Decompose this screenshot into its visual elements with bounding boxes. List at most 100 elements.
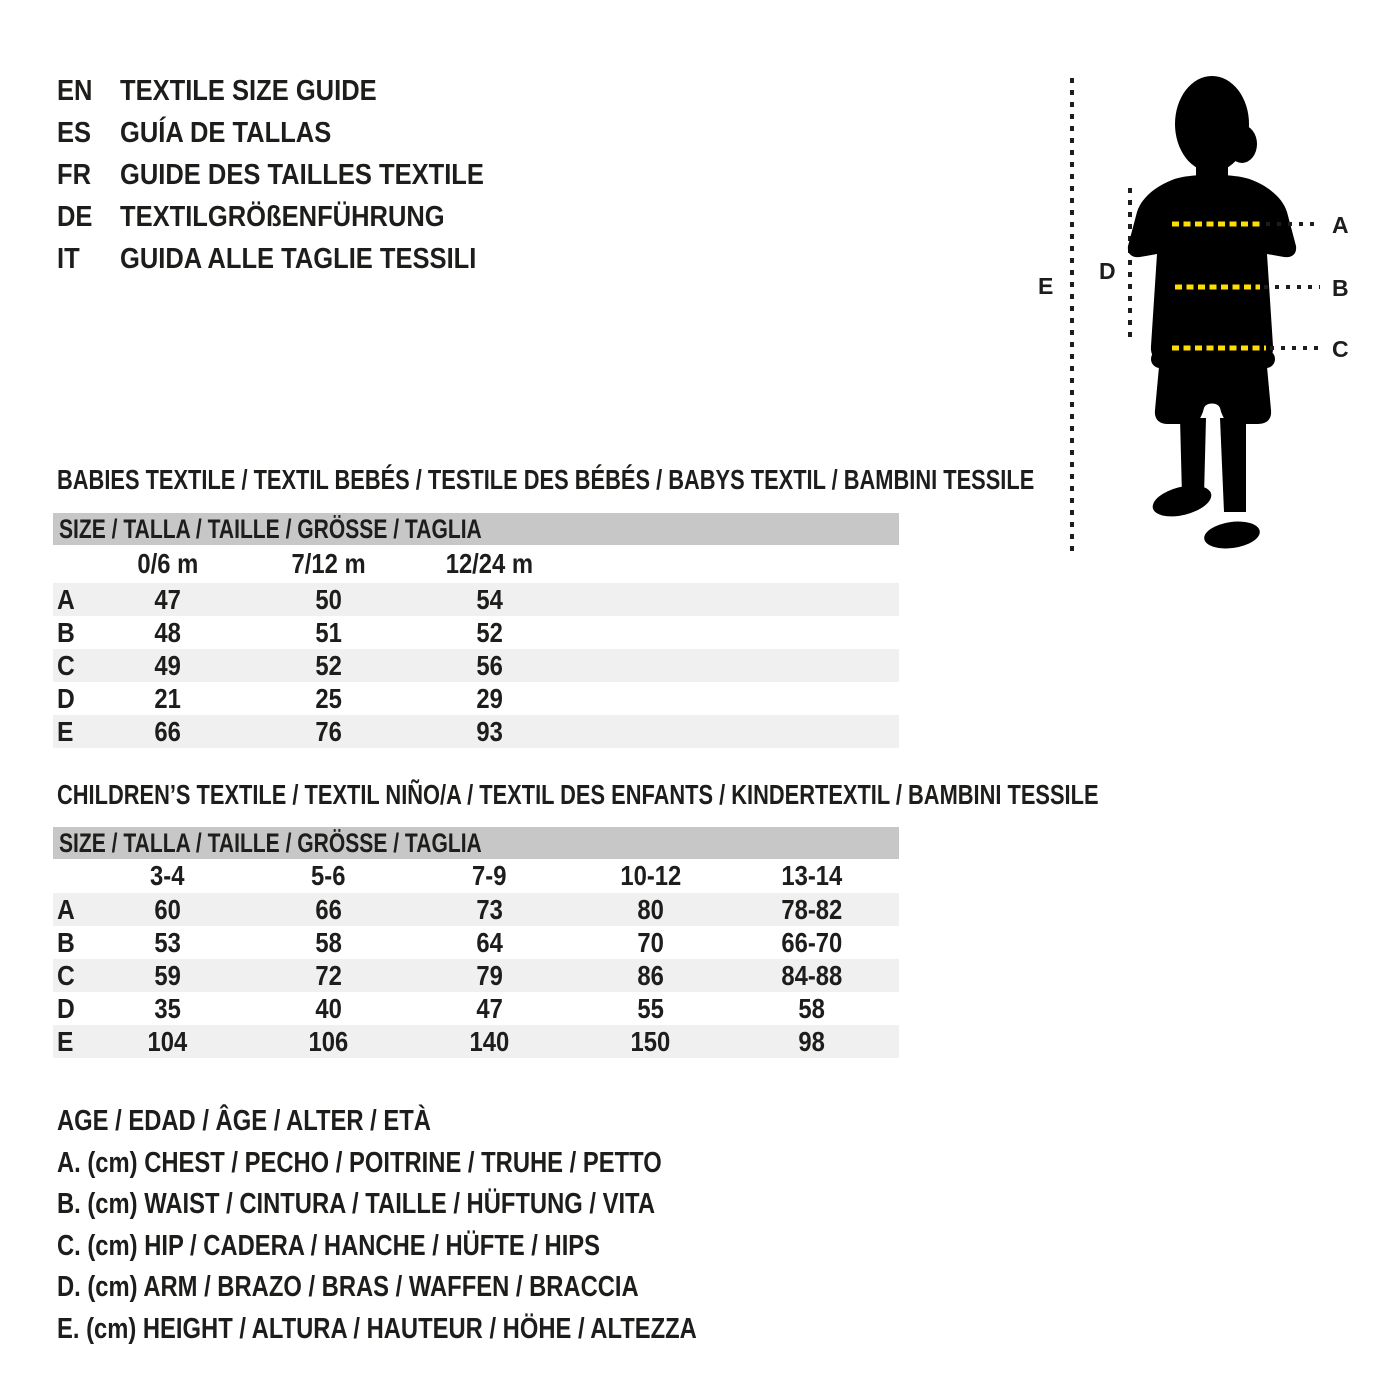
babies-column-header-row: 0/6 m 7/12 m 12/24 m [53,545,899,583]
language-code: FR [57,159,92,191]
table-cell: 66-70 [781,926,842,958]
table-cell: 47 [154,583,181,615]
figure-label-e: E [1038,273,1053,299]
language-row: IT GUIDA ALLE TAGLIE TESSILI [57,238,534,280]
language-row: EN TEXTILE SIZE GUIDE [57,70,534,112]
table-row: E 104 106 140 150 98 [53,1025,899,1058]
children-size-header-text: SIZE / TALLA / TAILLE / GRÖSSE / TAGLIA [59,827,482,858]
figure-label-d: D [1099,258,1116,284]
row-label: C [57,959,75,991]
language-title-list: EN TEXTILE SIZE GUIDE ES GUÍA DE TALLAS … [57,70,534,280]
language-code: IT [57,243,80,275]
children-section-heading: CHILDREN’S TEXTILE / TEXTIL NIÑO/A / TEX… [57,781,1392,809]
table-cell: 50 [315,583,342,615]
table-cell: 48 [154,616,181,648]
babies-size-header-text: SIZE / TALLA / TAILLE / GRÖSSE / TAGLIA [59,513,482,544]
language-title: GUIDE DES TAILLES TEXTILE [120,159,484,191]
measurement-legend: AGE / EDAD / ÂGE / ALTER / ETÀ A. (cm) C… [57,1101,837,1351]
row-label: D [57,682,75,714]
table-row: B 48 51 52 [53,616,899,649]
babies-size-header-bar: SIZE / TALLA / TAILLE / GRÖSSE / TAGLIA [53,513,899,545]
table-cell: 98 [798,1025,825,1057]
table-cell: 49 [154,649,181,681]
table-cell: 73 [476,893,503,925]
children-table-rows: A 60 66 73 80 78-82 B 53 58 64 70 66-70 C 59 72 79… [53,893,899,1058]
table-cell: 79 [476,959,503,991]
table-cell: 56 [476,649,503,681]
table-cell: 93 [476,715,503,747]
table-cell: 52 [476,616,503,648]
legend-item: C. (cm) HIP / CADERA / HANCHE / HÜFTE / … [57,1229,601,1262]
table-cell: 104 [147,1025,188,1057]
table-cell: 40 [315,992,342,1024]
table-row: E 66 76 93 [53,715,899,748]
table-row: D 21 25 29 [53,682,899,715]
table-cell: 21 [154,682,181,714]
table-cell: 80 [637,893,664,925]
language-title: GUIDA ALLE TAGLIE TESSILI [120,243,477,275]
babies-section-heading: BABIES TEXTILE / TEXTIL BEBÉS / TESTILE … [57,466,1310,494]
table-cell: 54 [476,583,503,615]
table-cell: 53 [154,926,181,958]
table-cell: 150 [630,1025,671,1057]
table-cell: 58 [798,992,825,1024]
figure-label-c: C [1332,336,1349,362]
table-cell: 84-88 [781,959,842,991]
table-cell: 51 [315,616,342,648]
column-header: 12/24 m [445,548,534,579]
table-cell: 106 [308,1025,349,1057]
column-header: 10-12 [620,860,681,891]
column-header: 13-14 [781,860,842,891]
column-header: 0/6 m [137,548,198,579]
children-size-table: SIZE / TALLA / TAILLE / GRÖSSE / TAGLIA … [53,827,899,1058]
table-row: C 49 52 56 [53,649,899,682]
language-code: DE [57,201,93,233]
table-cell: 35 [154,992,181,1024]
table-cell: 60 [154,893,181,925]
row-label: E [57,715,74,747]
legend-item: E. (cm) HEIGHT / ALTURA / HAUTEUR / HÖHE… [57,1312,697,1345]
row-label: D [57,992,75,1024]
children-column-header-row: 3-4 5-6 7-9 10-12 13-14 [53,859,899,893]
row-label: A [57,893,75,925]
table-cell: 25 [315,682,342,714]
table-cell: 47 [476,992,503,1024]
babies-size-table: SIZE / TALLA / TAILLE / GRÖSSE / TAGLIA … [53,513,899,748]
column-header: 5-6 [311,860,346,891]
language-title: TEXTILGRÖßENFÜHRUNG [120,201,445,233]
table-cell: 76 [315,715,342,747]
table-cell: 140 [469,1025,510,1057]
figure-label-a: A [1332,212,1349,238]
table-cell: 52 [315,649,342,681]
column-header: 7-9 [472,860,507,891]
legend-age-text: AGE / EDAD / ÂGE / ALTER / ETÀ [57,1105,431,1137]
table-cell: 70 [637,926,664,958]
table-cell: 86 [637,959,664,991]
language-code: ES [57,117,92,149]
child-measurement-figure: A B C D E [1038,76,1349,552]
row-label: A [57,583,75,615]
table-row: B 53 58 64 70 66-70 [53,926,899,959]
children-size-header-bar: SIZE / TALLA / TAILLE / GRÖSSE / TAGLIA [53,827,899,859]
row-label: C [57,649,75,681]
language-code: EN [57,75,93,107]
table-cell: 55 [637,992,664,1024]
table-cell: 64 [476,926,503,958]
table-cell: 66 [154,715,181,747]
table-cell: 59 [154,959,181,991]
legend-item: B. (cm) WAIST / CINTURA / TAILLE / HÜFTU… [57,1188,655,1221]
table-row: A 47 50 54 [53,583,899,616]
babies-heading-text: BABIES TEXTILE / TEXTIL BEBÉS / TESTILE … [57,464,1035,495]
child-silhouette [1127,76,1297,549]
legend-item: D. (cm) ARM / BRAZO / BRAS / WAFFEN / BR… [57,1271,639,1304]
babies-table-rows: A 47 50 54 B 48 51 52 C 49 52 56 D 21 25 29 E 66… [53,583,899,748]
table-cell: 58 [315,926,342,958]
column-header: 7/12 m [291,548,366,579]
language-title: GUÍA DE TALLAS [120,117,332,149]
table-cell: 78-82 [781,893,842,925]
row-label: B [57,616,75,648]
row-label: E [57,1025,74,1057]
table-cell: 66 [315,893,342,925]
language-title: TEXTILE SIZE GUIDE [120,75,377,107]
